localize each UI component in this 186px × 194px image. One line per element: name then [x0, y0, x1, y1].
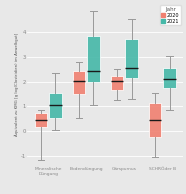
PathPatch shape [125, 39, 138, 78]
PathPatch shape [35, 113, 47, 127]
PathPatch shape [73, 71, 85, 94]
PathPatch shape [87, 36, 100, 82]
Y-axis label: Äquivalent zu KMG [g log(Clostridien) im Anwelkgut]: Äquivalent zu KMG [g log(Clostridien) im… [14, 33, 19, 136]
PathPatch shape [149, 103, 161, 137]
PathPatch shape [163, 68, 176, 88]
Legend: 2020, 2021: 2020, 2021 [160, 5, 181, 25]
PathPatch shape [111, 76, 123, 90]
PathPatch shape [49, 93, 62, 118]
